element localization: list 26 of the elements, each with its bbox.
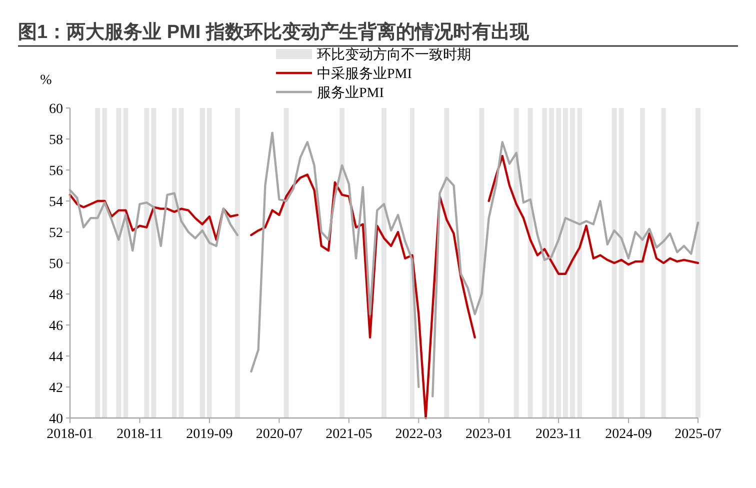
legend-label: 中采服务业PMI xyxy=(317,66,412,82)
legend-label: 环比变动方向不一致时期 xyxy=(317,46,471,63)
y-tick-label: 58 xyxy=(49,132,63,148)
y-tick-label: 44 xyxy=(49,350,63,365)
y-tick-label: 40 xyxy=(49,412,63,427)
y-tick-label: 60 xyxy=(49,102,63,117)
x-tick-label: 2019-09 xyxy=(186,427,233,442)
chart-title: 图1：两大服务业 PMI 指数环比变动产生背离的情况时有出现 xyxy=(18,21,530,43)
y-tick-label: 46 xyxy=(49,318,63,334)
y-tick-label: 56 xyxy=(49,164,63,179)
y-tick-label: 54 xyxy=(49,194,63,210)
x-tick-label: 2018-11 xyxy=(116,427,163,442)
y-tick-label: 52 xyxy=(49,226,63,241)
x-tick-label: 2022-03 xyxy=(395,427,442,442)
x-tick-label: 2020-07 xyxy=(256,427,303,442)
y-tick-label: 42 xyxy=(49,380,63,396)
y-tick-label: 48 xyxy=(49,288,63,303)
x-tick-label: 2018-01 xyxy=(46,427,94,442)
x-tick-label: 2023-01 xyxy=(465,427,512,442)
x-tick-label: 2021-05 xyxy=(326,427,372,442)
x-tick-label: 2025-07 xyxy=(674,427,722,442)
y-axis-title: % xyxy=(40,73,52,88)
x-tick-label: 2024-09 xyxy=(605,427,652,442)
y-tick-label: 50 xyxy=(49,256,63,272)
legend-label: 服务业PMI xyxy=(317,84,384,101)
x-tick-label: 2023-11 xyxy=(535,427,582,442)
